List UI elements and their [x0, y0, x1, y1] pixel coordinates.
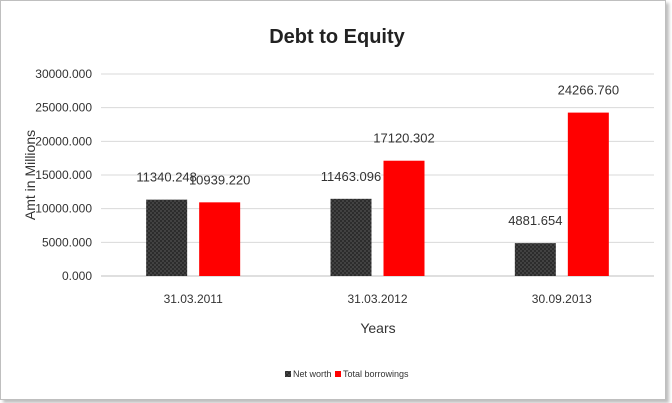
bar-total-borrowings [199, 202, 241, 276]
data-label: 17120.302 [373, 131, 434, 146]
bar-total-borrowings [567, 112, 609, 276]
chart-title: Debt to Equity [269, 26, 405, 48]
bar-total-borrowings [383, 160, 425, 276]
x-tick-label: 30.09.2013 [532, 292, 592, 306]
bar-net-worth [146, 199, 188, 276]
bar-net-worth [514, 243, 556, 276]
legend: Net worth Total borrowings [285, 369, 409, 379]
bar-net-worth [330, 198, 372, 276]
data-label: 11463.096 [321, 169, 382, 184]
x-axis-categories: 31.03.2011 31.03.2012 30.09.2013 [164, 292, 593, 306]
data-label: 24266.760 [558, 83, 619, 98]
data-label: 11340.248 [136, 170, 197, 185]
gridlines [101, 73, 654, 243]
y-tick-label: 0.000 [62, 269, 92, 283]
x-tick-label: 31.03.2011 [164, 292, 223, 306]
y-axis-title: Amt in Millions [22, 130, 38, 220]
x-tick-label: 31.03.2012 [347, 292, 407, 306]
legend-swatch [335, 371, 341, 377]
data-label: 4881.654 [508, 213, 562, 228]
y-tick-label: 25000.000 [35, 101, 92, 115]
debt-to-equity-chart: Debt to Equity 0.000 5000.000 10000.000 150… [22, 26, 654, 379]
legend-entry: Net worth [293, 369, 332, 379]
x-axis-title: Years [360, 320, 395, 336]
y-tick-label: 10000.000 [35, 202, 92, 216]
y-tick-label: 5000.000 [42, 235, 92, 249]
legend-entry: Total borrowings [343, 369, 409, 379]
legend-swatch [285, 371, 291, 377]
data-label: 10939.220 [189, 172, 250, 187]
bars [146, 112, 609, 276]
y-tick-label: 15000.000 [35, 168, 92, 182]
y-tick-label: 30000.000 [35, 67, 92, 81]
y-tick-label: 20000.000 [35, 134, 92, 148]
y-axis-ticks: 0.000 5000.000 10000.000 15000.000 20000.000… [35, 67, 92, 283]
